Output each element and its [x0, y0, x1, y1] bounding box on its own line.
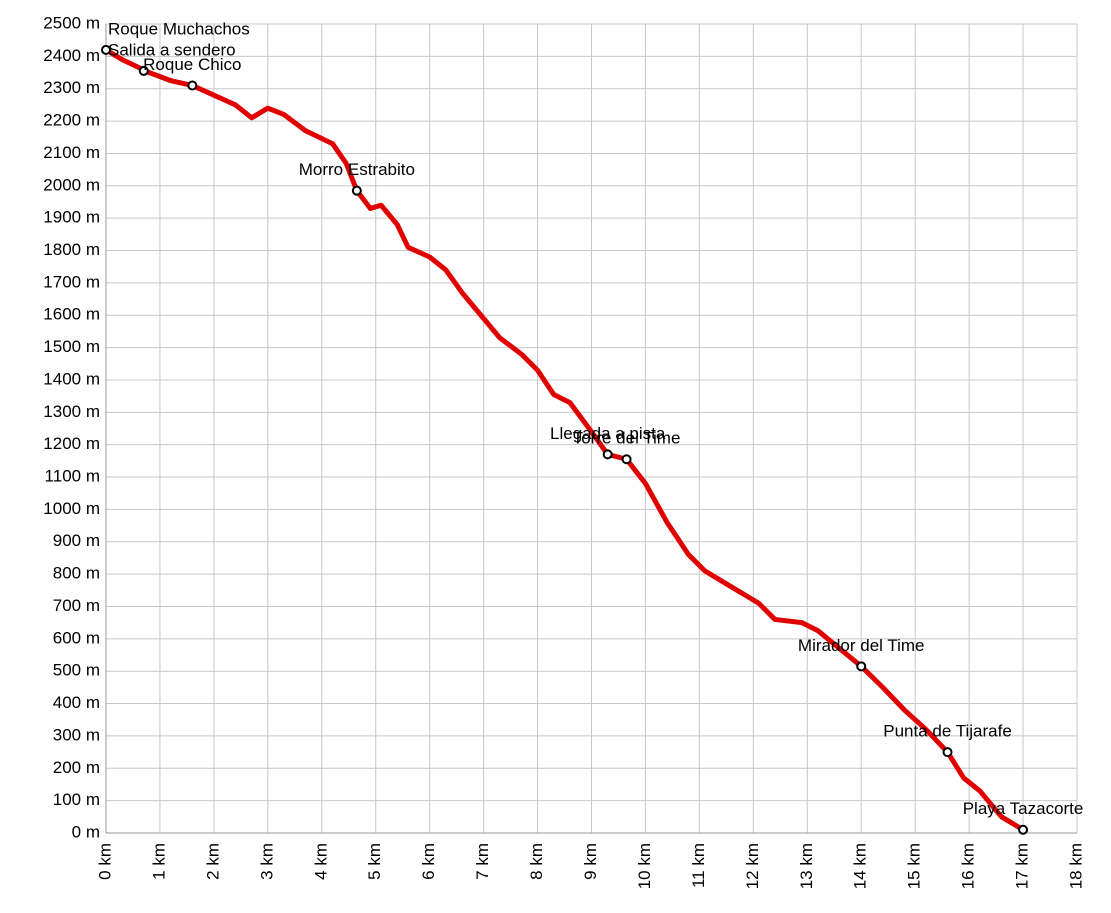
x-tick-label: 5 km: [365, 843, 384, 880]
y-tick-label: 1000 m: [43, 499, 100, 518]
y-tick-label: 2400 m: [43, 46, 100, 65]
x-tick-label: 8 km: [527, 843, 546, 880]
waypoint-marker: [942, 747, 953, 758]
y-tick-label: 2000 m: [43, 175, 100, 194]
waypoint-marker: [101, 44, 111, 55]
x-tick-label: 1 km: [149, 843, 168, 880]
x-tick-label: 15 km: [905, 843, 924, 889]
x-tick-label: 14 km: [851, 843, 870, 889]
x-tick-label: 3 km: [257, 843, 276, 880]
x-tick-label: 11 km: [689, 843, 708, 888]
y-tick-label: 700 m: [53, 596, 100, 615]
waypoint-label: Punta de Tijarafe: [883, 722, 1012, 741]
y-tick-label: 500 m: [53, 661, 100, 680]
waypoint-marker: [138, 65, 149, 76]
x-tick-label: 2 km: [203, 843, 222, 880]
y-tick-label: 1200 m: [43, 434, 100, 453]
waypoint-label: Roque Chico: [143, 55, 241, 74]
y-tick-label: 1700 m: [43, 272, 100, 291]
waypoint-label: Playa Tazacorte: [963, 799, 1084, 818]
y-tick-label: 2200 m: [43, 111, 100, 130]
y-tick-label: 200 m: [53, 758, 100, 777]
y-tick-label: 600 m: [53, 628, 100, 647]
waypoint-marker: [187, 80, 198, 91]
waypoint-label: Torre del Time: [573, 429, 681, 448]
y-tick-label: 2100 m: [43, 143, 100, 162]
y-tick-label: 1500 m: [43, 337, 100, 356]
waypoint-marker: [351, 185, 362, 196]
x-tick-label: 4 km: [311, 843, 330, 880]
x-tick-label: 6 km: [419, 843, 438, 880]
waypoint-label: Llegada a pista: [550, 424, 666, 443]
x-tick-label: 9 km: [581, 843, 600, 880]
waypoint-marker: [602, 449, 613, 460]
x-tick-label: 10 km: [635, 843, 654, 889]
waypoint-label: Mirador del Time: [798, 636, 925, 655]
y-tick-label: 1600 m: [43, 305, 100, 324]
y-tick-label: 2300 m: [43, 78, 100, 97]
y-tick-label: 1400 m: [43, 369, 100, 388]
x-tick-label: 0 km: [95, 843, 114, 880]
y-tick-label: 1300 m: [43, 402, 100, 421]
y-tick-label: 0 m: [72, 822, 100, 841]
waypoint-marker: [621, 454, 632, 465]
y-tick-label: 100 m: [53, 790, 100, 809]
y-tick-label: 800 m: [53, 564, 100, 583]
y-tick-label: 1900 m: [43, 208, 100, 227]
y-tick-label: 2500 m: [43, 13, 100, 32]
waypoint-label: Morro Estrabito: [299, 160, 415, 179]
y-tick-label: 400 m: [53, 693, 100, 712]
x-tick-label: 12 km: [743, 843, 762, 889]
waypoint-marker: [1018, 824, 1029, 835]
waypoint-marker: [856, 661, 867, 672]
x-tick-label: 13 km: [797, 843, 816, 889]
waypoint-label: Roque Muchachos: [108, 19, 250, 38]
x-tick-label: 7 km: [473, 843, 492, 880]
y-tick-label: 1100 m: [45, 467, 100, 486]
x-tick-label: 16 km: [959, 843, 978, 889]
waypoint-label: Salida a sendero: [108, 40, 236, 59]
x-tick-label: 17 km: [1013, 843, 1032, 889]
y-tick-label: 300 m: [53, 725, 100, 744]
y-tick-label: 1800 m: [43, 240, 100, 259]
x-tick-label: 18 km: [1066, 843, 1085, 889]
y-tick-label: 900 m: [53, 531, 100, 550]
